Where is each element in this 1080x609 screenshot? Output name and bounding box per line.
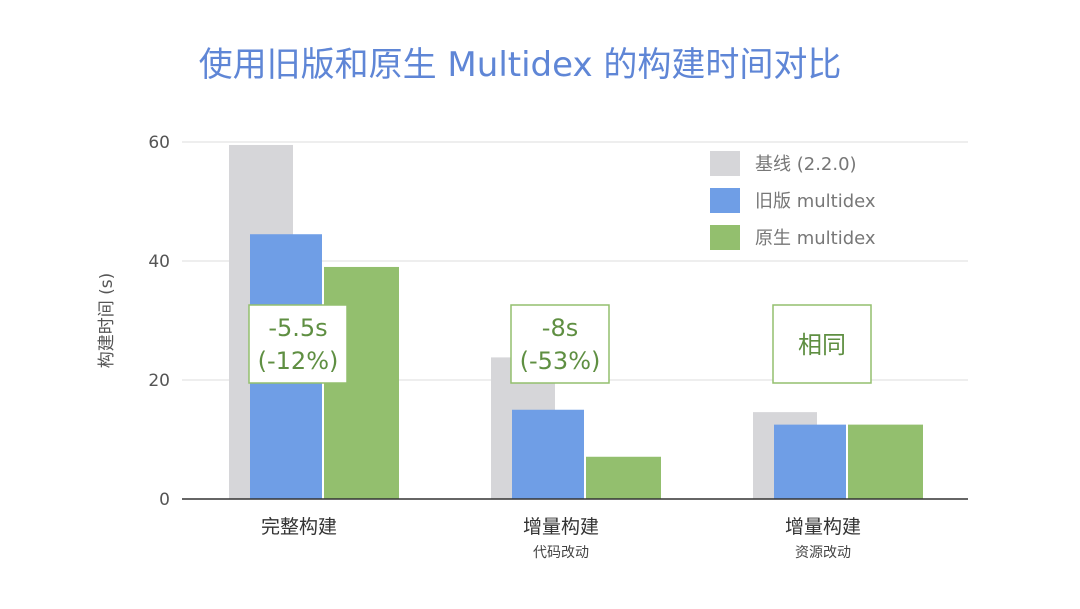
annotation-box (248, 304, 348, 384)
annotation-text: (-12%) (258, 347, 339, 375)
y-tick-label: 0 (159, 490, 170, 510)
chart-title: 使用旧版和原生 Multidex 的构建时间对比 (199, 45, 842, 85)
annotation-text: (-53%) (520, 347, 601, 375)
bar-legacy-multidex (774, 424, 846, 499)
x-category-label: 增量构建 (523, 516, 599, 538)
y-tick-label: 20 (148, 371, 170, 391)
x-category-sublabel: 资源改动 (795, 545, 851, 561)
bar-native-multidex (848, 424, 923, 499)
bar-native-multidex (586, 456, 661, 499)
legend-swatch (710, 225, 740, 250)
annotation-text: 相同 (798, 331, 846, 359)
y-axis-label: 构建时间 (s) (97, 273, 117, 369)
x-category-label: 完整构建 (261, 516, 337, 538)
legend-swatch (710, 151, 740, 176)
legend-label: 旧版 multidex (755, 191, 876, 212)
y-tick-label: 40 (148, 252, 170, 272)
annotation-text: -5.5s (268, 314, 327, 342)
x-category-label: 增量构建 (785, 516, 861, 538)
annotation-box (772, 304, 872, 384)
y-tick-label: 60 (148, 133, 170, 153)
legend-swatch (710, 188, 740, 213)
legend-layer: 基线 (2.2.0) 旧版 multidex 原生 multidex (710, 151, 876, 250)
legend-label: 原生 multidex (755, 228, 876, 249)
annotation-text: -8s (542, 314, 578, 342)
annotation-box (510, 304, 610, 384)
annotation-layer: -5.5s (-12%) -8s (-53%) 相同 (248, 304, 872, 384)
x-category-sublabel: 代码改动 (533, 545, 589, 561)
legend-label: 基线 (2.2.0) (755, 154, 857, 175)
bar-legacy-multidex (512, 409, 584, 499)
